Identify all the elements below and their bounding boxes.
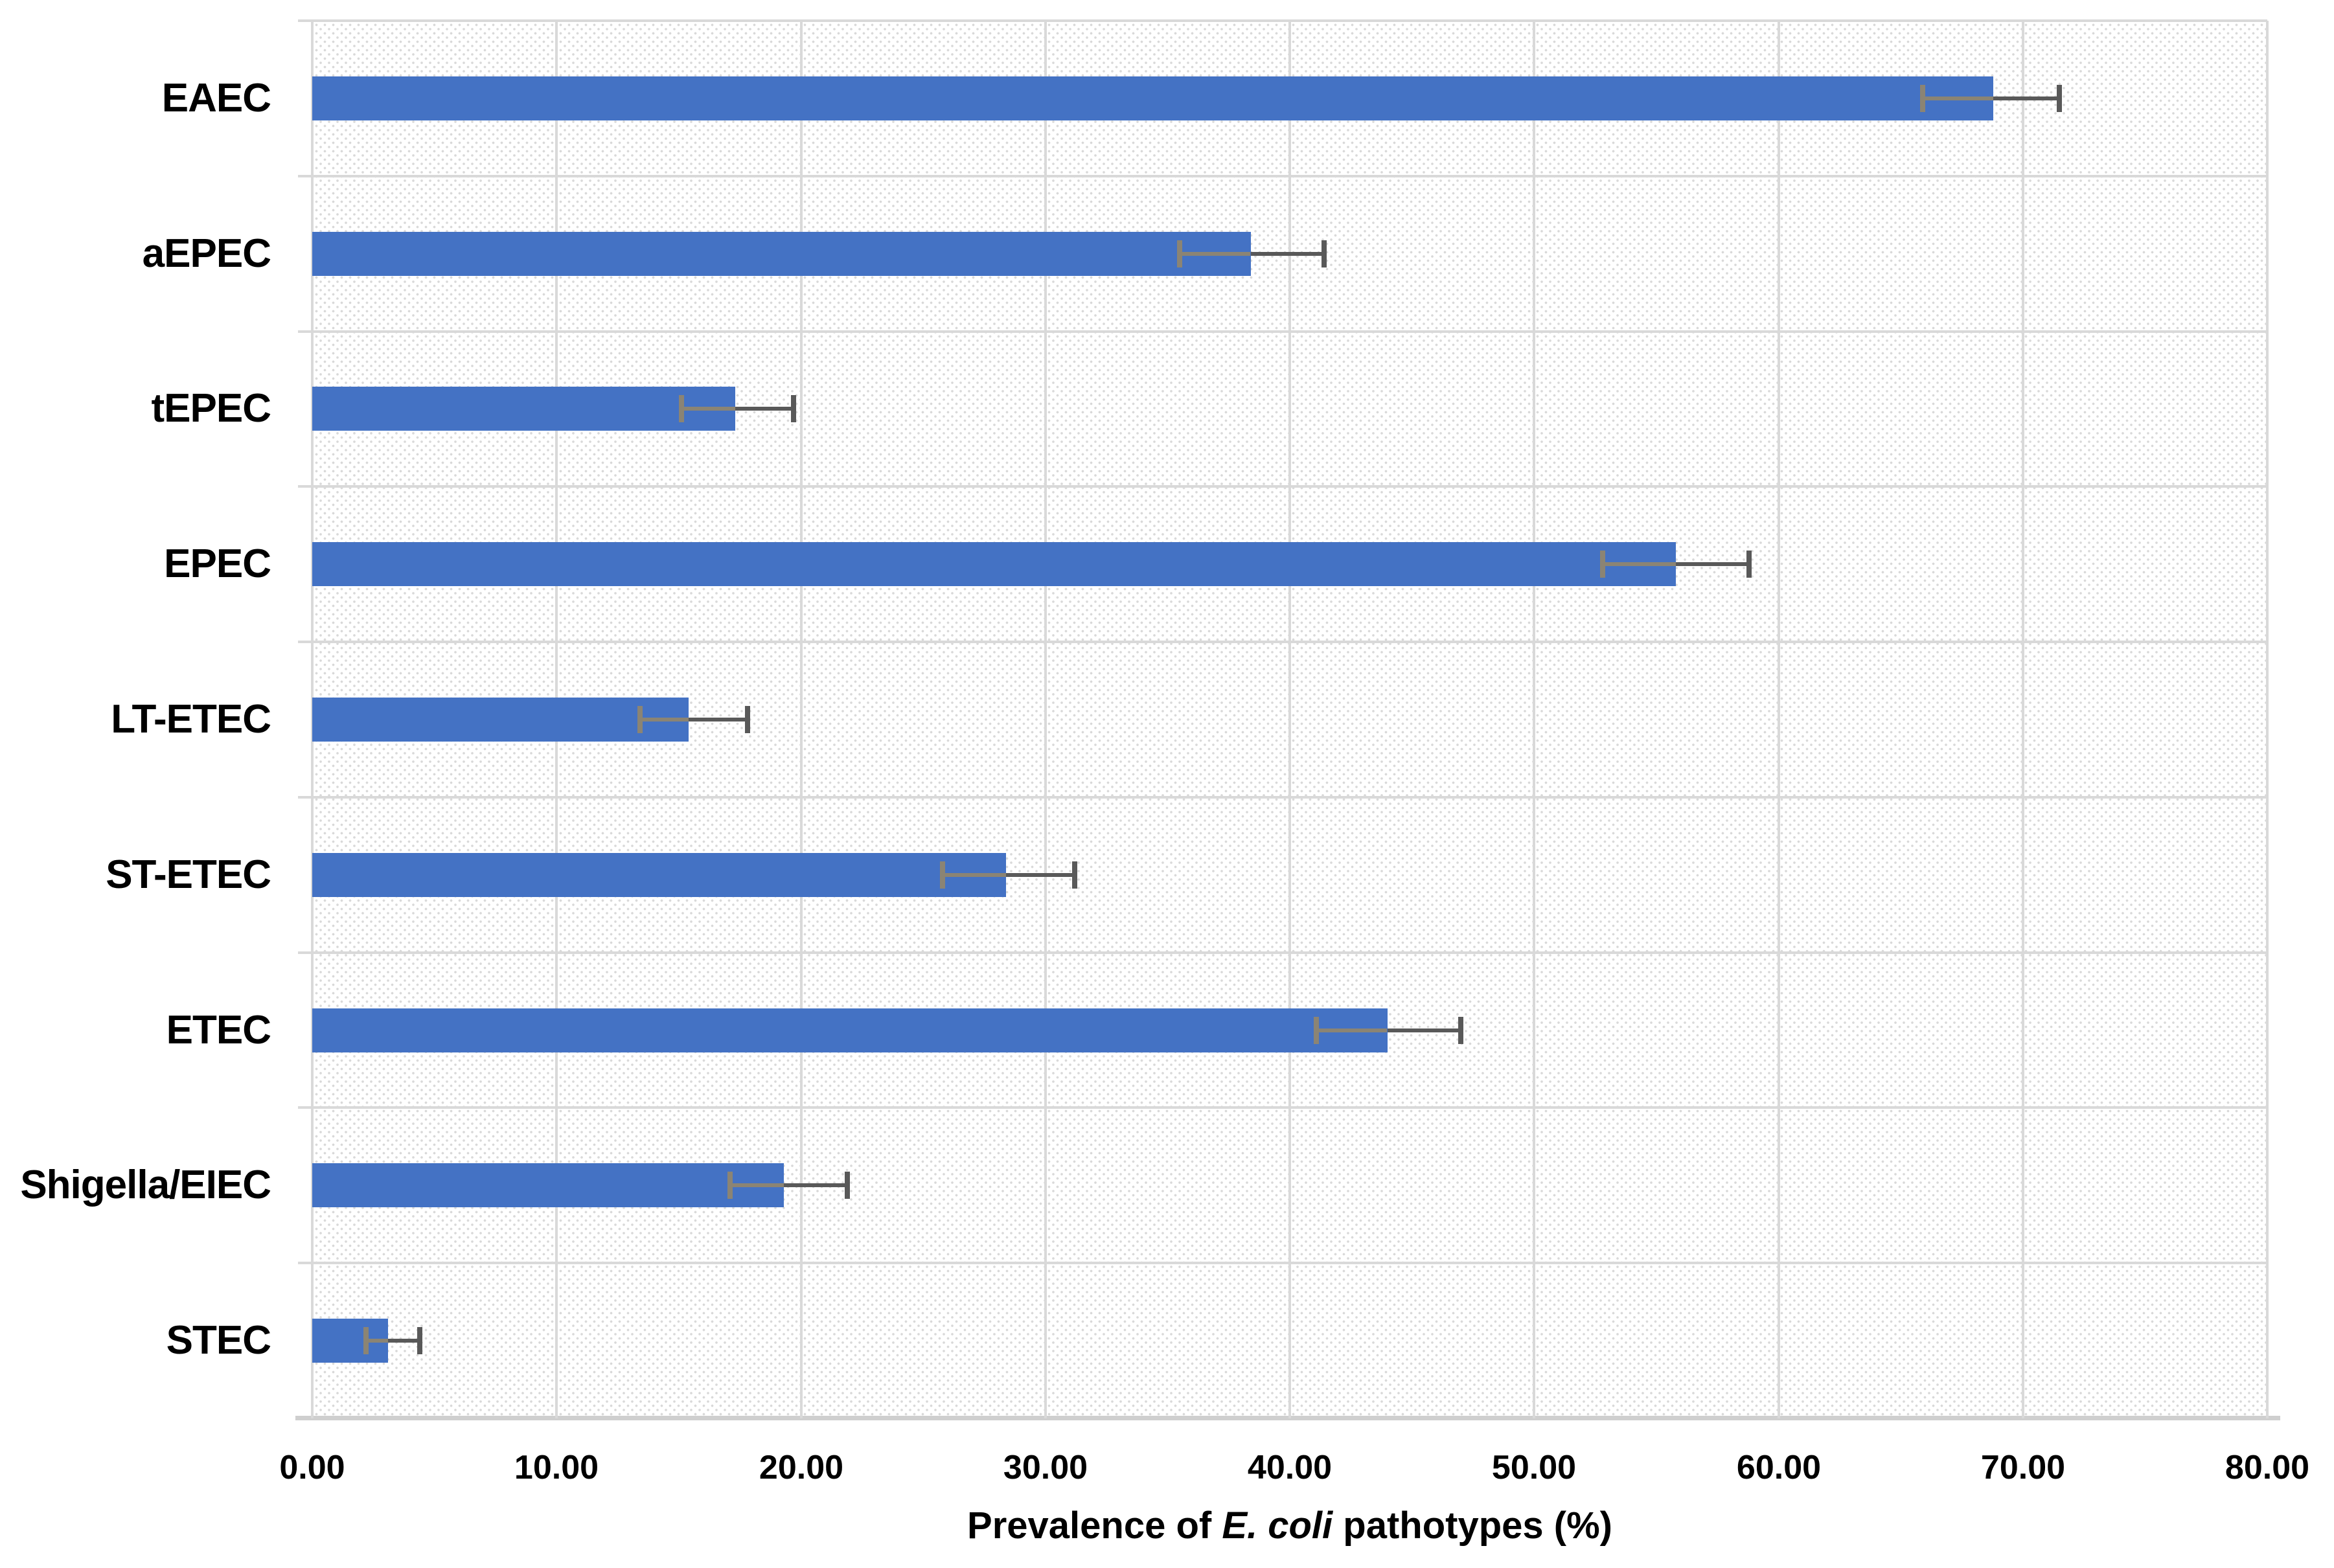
x-tick-label: 60.00 [1736,1449,1822,1486]
x-tick-label: 40.00 [1247,1449,1333,1486]
x-tick-label: 50.00 [1491,1449,1577,1486]
horizontal-gridline [298,951,2267,954]
error-cap-low [363,1327,369,1354]
category-label-LT-ETEC: LT-ETEC [111,697,271,742]
x-axis-title: Prevalence of E. coli pathotypes (%) [312,1504,2267,1547]
error-cap-low [1920,85,1925,112]
error-cap-high [745,706,750,733]
error-cap-high [1458,1017,1463,1044]
error-bar-plus [1676,562,1749,566]
error-cap-low [1314,1017,1319,1044]
x-axis-title-prefix: Prevalence of [967,1505,1222,1547]
x-tick-label: 20.00 [759,1449,844,1486]
error-bar-plus [1251,252,1324,256]
error-bar-plus [689,718,748,722]
error-cap-low [637,706,643,733]
error-cap-low [679,395,684,422]
plot-area [298,19,2269,1418]
vertical-gridline [1533,21,1535,1418]
bar-tEPEC [312,387,735,431]
x-axis-title-italic: E. coli [1222,1505,1333,1547]
horizontal-gridline [298,641,2267,643]
error-cap-low [1177,240,1182,267]
category-label-tEPEC: tEPEC [151,386,271,431]
error-cap-low [727,1172,733,1199]
bar-ST-ETEC [312,853,1006,897]
error-bar-plus [1006,873,1075,877]
vertical-gridline [1778,21,1780,1418]
bar-Shigella/EIEC [312,1163,784,1207]
horizontal-gridline [298,175,2267,177]
error-bar-plus [735,407,794,411]
error-bar-minus [681,407,735,411]
error-bar-minus [1180,252,1250,256]
error-cap-low [940,861,945,889]
x-tick-label: 80.00 [2225,1449,2310,1486]
category-label-STEC: STEC [166,1318,271,1363]
category-label-aEPEC: aEPEC [142,231,271,276]
bar-EPEC [312,542,1676,586]
category-label-ST-ETEC: ST-ETEC [106,852,271,897]
x-tick-label: 0.00 [279,1449,345,1486]
error-bar-minus [640,718,689,722]
vertical-gridline [1288,21,1291,1418]
error-bar-minus [1316,1028,1387,1032]
error-bar-plus [388,1339,420,1343]
x-axis-line [295,1416,2280,1420]
category-label-Shigella/EIEC: Shigella/EIEC [20,1163,271,1207]
horizontal-gridline [298,19,2267,22]
error-cap-high [1321,240,1327,267]
error-bar-minus [943,873,1006,877]
error-bar-plus [1993,97,2059,100]
vertical-gridline [800,21,803,1418]
x-tick-label: 30.00 [1003,1449,1088,1486]
vertical-gridline [2022,21,2024,1418]
bar-LT-ETEC [312,698,689,742]
error-cap-high [1072,861,1077,889]
error-bar-minus [366,1339,388,1343]
x-tick-label: 10.00 [514,1449,599,1486]
error-bar-minus [1603,562,1676,566]
x-axis-title-suffix: pathotypes (%) [1333,1505,1612,1547]
category-label-EAEC: EAEC [161,76,271,120]
x-tick-label: 70.00 [1980,1449,2066,1486]
horizontal-gridline [298,485,2267,488]
bar-ETEC [312,1008,1388,1052]
vertical-gridline [2266,21,2269,1418]
bar-aEPEC [312,232,1251,276]
error-cap-high [2057,85,2062,112]
category-label-ETEC: ETEC [166,1008,271,1052]
error-bar-plus [784,1183,847,1187]
error-cap-high [1746,551,1752,578]
error-bar-minus [730,1183,784,1187]
vertical-gridline [1044,21,1047,1418]
horizontal-gridline [298,1106,2267,1109]
error-bar-plus [1388,1028,1461,1032]
error-cap-high [417,1327,422,1354]
error-cap-high [791,395,796,422]
horizontal-gridline [298,1262,2267,1264]
error-cap-high [845,1172,850,1199]
horizontal-gridline [298,796,2267,799]
error-cap-low [1600,551,1605,578]
category-label-EPEC: EPEC [164,541,271,586]
error-bar-minus [1923,97,1993,100]
horizontal-gridline [298,330,2267,333]
bar-EAEC [312,76,1993,120]
